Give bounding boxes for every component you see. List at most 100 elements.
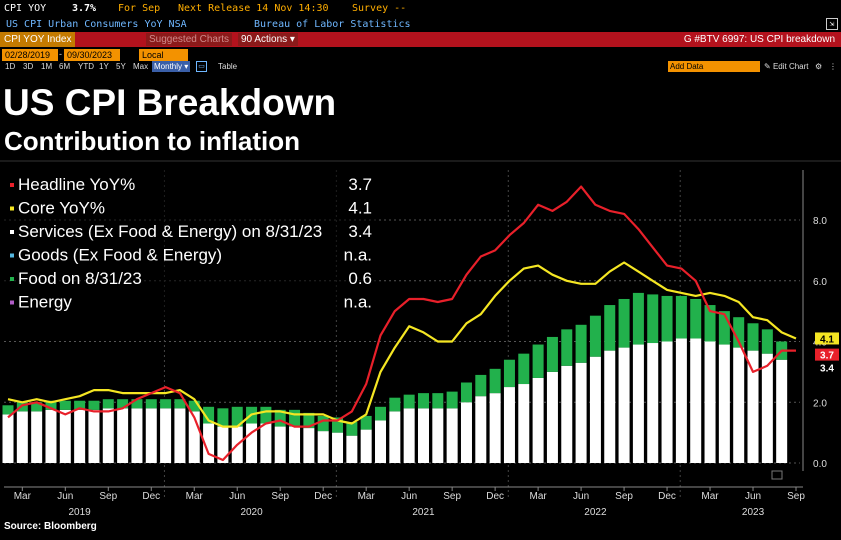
bar-food [575,324,587,363]
bar-services [2,414,14,463]
bar-services [761,353,773,463]
legend-swatch [10,183,14,187]
bar-services [604,350,616,463]
bar-food [88,400,100,410]
bar-services [131,408,143,463]
range-3d[interactable]: 3D [23,62,34,71]
settings-icon[interactable]: ⚙ [815,62,823,71]
bar-services [632,344,644,463]
x-year-label: 2023 [742,507,765,518]
actions-menu[interactable]: 90 Actions ▾ [238,33,298,46]
legend-label: Headline YoY% [18,175,135,194]
x-tick-label: Mar [14,491,32,502]
bar-food [747,323,759,351]
edit-chart-button[interactable]: ✎ Edit Chart [764,62,809,71]
bar-food [231,406,243,427]
bar-services [203,423,215,463]
table-toggle[interactable]: Table [218,62,238,71]
legend-value: 3.7 [348,175,372,194]
bar-services [375,420,387,463]
bar-food [303,412,315,429]
start-date-field[interactable]: 02/28/2019 [2,49,58,61]
bar-services [675,338,687,463]
x-tick-label: Sep [271,491,289,502]
x-year-label: 2022 [584,507,607,518]
bar-food [532,344,544,378]
bar-food [289,409,301,427]
period-label: For Sep [118,3,161,14]
bar-services [718,344,730,463]
x-tick-label: Jun [401,491,417,502]
bar-food [675,295,687,339]
bar-food [188,400,200,412]
currency-select[interactable]: Local CCY ▾ [139,49,188,72]
description-row: US CPI Urban Consumers YoY NSA Bureau of… [0,18,841,32]
legend-value: 3.4 [348,222,372,241]
chart-id: G #BTV 6997: US CPI breakdown [683,34,835,45]
y-tick-label: 8.0 [813,216,827,227]
range-max[interactable]: Max [133,62,149,71]
add-data-field[interactable]: Add Data [668,61,760,72]
bar-services [589,356,601,463]
popout-icon[interactable]: ⇲ [826,18,838,30]
suggested-charts-button[interactable]: Suggested Charts [146,33,233,46]
chart-type-icon[interactable]: ▭ [196,61,207,72]
end-date-field[interactable]: 09/30/2023 [64,49,120,61]
bar-food [618,298,630,348]
bar-services [145,408,157,463]
legend-box [4,170,378,318]
range-6m[interactable]: 6M [59,62,71,71]
x-year-label: 2021 [412,507,435,518]
x-tick-label: Dec [658,491,676,502]
bar-services [389,411,401,463]
y-tick-label: 2.0 [813,398,827,409]
more-icon[interactable]: ⋮ [829,62,837,71]
range-1y[interactable]: 1Y [99,62,109,71]
bar-food [704,305,716,342]
core-line [7,261,797,428]
bar-services [417,408,429,463]
bar-services [246,423,258,463]
x-tick-label: Mar [186,491,204,502]
bar-food [59,400,71,410]
current-value: 3.7% [72,3,97,14]
end-label-box [815,361,839,374]
bar-food [432,393,444,409]
range-controls: 1D 3D 1M 6M YTD 1Y 5Y Max Monthly ▾ ▭ Ta… [0,61,841,73]
bar-services [532,377,544,463]
legend-swatch [10,230,14,234]
range-5y[interactable]: 5Y [116,62,126,71]
bar-services [747,350,759,463]
bar-services [460,402,472,463]
bar-food [417,393,429,409]
next-release: Next Release 14 Nov 14:30 [178,3,329,14]
frequency-select[interactable]: Monthly ▾ [152,61,191,72]
bar-food [131,399,143,409]
bar-food [16,402,28,412]
range-1m[interactable]: 1M [41,62,53,71]
legend-value: 0.6 [348,269,372,288]
y-tick-label: 6.0 [813,277,827,288]
bar-services [704,341,716,463]
bar-services [289,426,301,463]
x-year-label: 2020 [240,507,263,518]
bar-food [117,399,129,409]
range-1d[interactable]: 1D [5,62,16,71]
bar-services [690,338,702,463]
bar-services [776,359,788,463]
index-label[interactable]: CPI YOY Index [0,32,76,47]
bar-food [632,292,644,345]
ticker[interactable]: CPI YOY [4,3,47,14]
bar-food [360,415,372,430]
chart-subtitle: Contribution to inflation [4,126,301,156]
bar-services [217,426,229,463]
headline-line [7,185,796,462]
range-ytd[interactable]: YTD [78,62,94,71]
bar-food [174,399,186,409]
x-tick-label: Dec [142,491,160,502]
bar-services [360,429,372,463]
bar-services [346,435,358,463]
bar-services [561,365,573,463]
bar-services [661,341,673,463]
bar-food [31,402,43,412]
